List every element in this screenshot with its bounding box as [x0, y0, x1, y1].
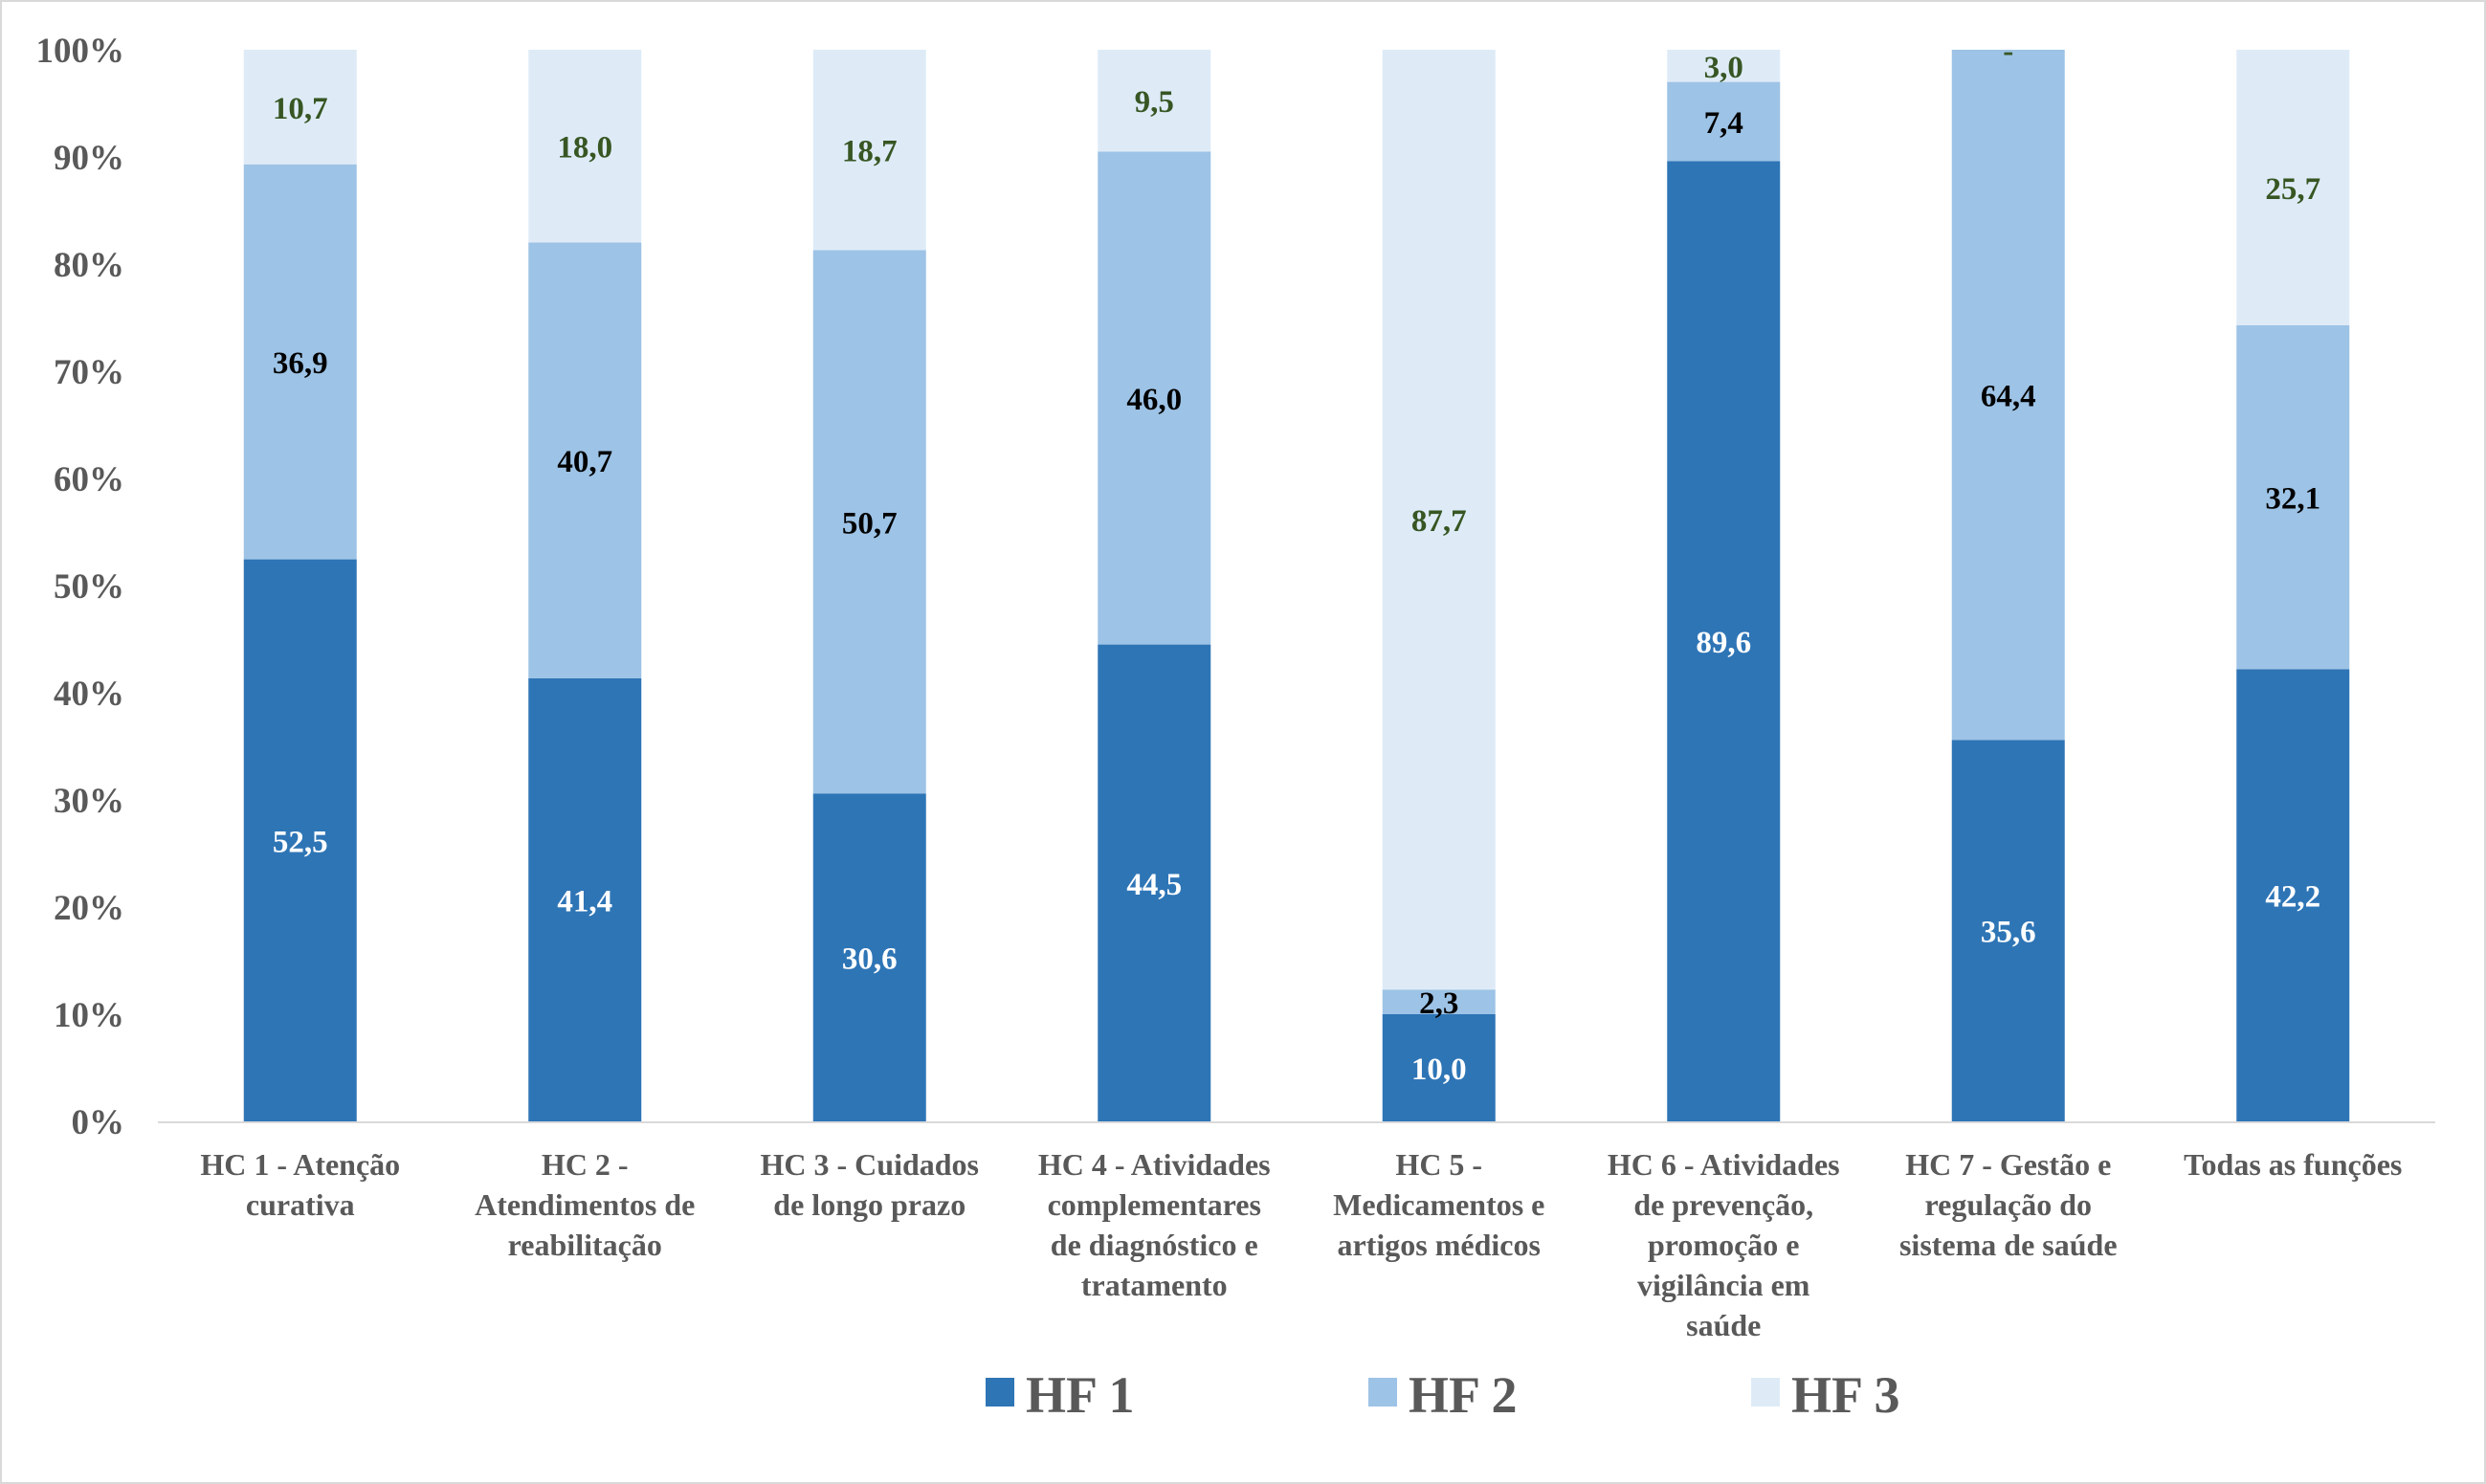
- x-category-label: HC 1 - Atenção curativa: [200, 1147, 400, 1222]
- data-label: 10,0: [1411, 1052, 1467, 1087]
- legend-label: HF 2: [1409, 1366, 1517, 1424]
- bar-segment-hf-1: [1098, 644, 1211, 1121]
- y-tick-label: 20%: [54, 889, 124, 928]
- x-axis-labels: HC 1 - Atenção curativa HC 2 -Atendimentos…: [200, 1147, 2402, 1342]
- data-label: 30,6: [842, 942, 898, 977]
- data-label: -: [2003, 34, 2013, 69]
- bar-segment-hf-3: [2236, 50, 2350, 325]
- bar-segment-hf-2: [243, 164, 357, 560]
- bar-segment-hf-3: [243, 50, 357, 165]
- y-tick-label: 0%: [72, 1103, 125, 1142]
- x-category-label: HC 4 - Atividades complementares de diagnó…: [1038, 1147, 1271, 1302]
- data-label: 40,7: [557, 445, 612, 479]
- data-label: 25,7: [2265, 172, 2320, 207]
- legend-swatch: [1368, 1378, 1397, 1406]
- data-label: 3,0: [1704, 51, 1743, 85]
- y-tick-label: 60%: [54, 460, 124, 499]
- legend-label: HF 3: [1791, 1366, 1899, 1424]
- y-tick-label: 100%: [36, 32, 125, 71]
- y-tick-label: 40%: [54, 675, 124, 714]
- y-tick-label: 30%: [54, 782, 124, 821]
- bars: 52,5 36,9 10,7 41,4 40,7 18,0 30,6 50,7 18,7 44,5…: [158, 34, 2435, 1123]
- data-label: 35,6: [1981, 916, 2036, 950]
- data-label: 52,5: [273, 825, 328, 859]
- data-label: 64,4: [1981, 380, 2036, 414]
- data-label: 42,2: [2265, 880, 2320, 915]
- bar-segment-hf-1: [1667, 161, 1781, 1122]
- bar-segment-hf-2: [1951, 50, 2065, 741]
- legend: HF 1 HF 2 HF 3: [986, 1366, 1899, 1424]
- data-label: 46,0: [1126, 383, 1182, 417]
- bar-segment-hf-2: [812, 250, 926, 794]
- data-label: 41,4: [557, 884, 612, 919]
- bar-segment-hf-1: [528, 677, 642, 1121]
- bar-segment-hf-1: [2236, 669, 2350, 1121]
- data-label: 44,5: [1126, 868, 1182, 902]
- data-label: 18,7: [842, 135, 898, 169]
- data-label: 10,7: [273, 92, 328, 126]
- legend-label: HF 1: [1026, 1366, 1134, 1424]
- y-tick-label: 50%: [54, 567, 124, 607]
- x-category-label: HC 7 - Gestão e regulação do sistema de sa…: [1899, 1147, 2118, 1262]
- bar-segment-hf-1: [1382, 1014, 1496, 1121]
- y-axis: 0% 10% 20% 30% 40% 50% 60% 70% 80% 90% 100%: [36, 32, 125, 1142]
- bar-segment-hf-3: [812, 50, 926, 251]
- bar-segment-hf-2: [528, 242, 642, 678]
- x-category-label: HC 6 - Atividades de prevenção, promoção e…: [1608, 1147, 1840, 1342]
- legend-swatch: [1751, 1378, 1780, 1406]
- bar-segment-hf-1: [243, 559, 357, 1121]
- y-tick-label: 80%: [54, 246, 124, 285]
- x-category-label: HC 3 - Cuidados de longo prazo: [761, 1147, 980, 1222]
- data-label: 18,0: [557, 131, 612, 166]
- data-label: 32,1: [2265, 482, 2320, 517]
- data-label: 36,9: [273, 346, 328, 381]
- bar-segment-hf-1: [1951, 740, 2065, 1121]
- bar-segment-hf-1: [812, 793, 926, 1121]
- bar-segment-hf-2: [1667, 81, 1781, 162]
- bar-segment-hf-3: [1382, 50, 1496, 990]
- x-category-label: HC 5 -Medicamentos e artigos médicos: [1333, 1147, 1544, 1262]
- data-label: 50,7: [842, 506, 898, 541]
- y-tick-label: 90%: [54, 139, 124, 178]
- bar-segment-hf-2: [2236, 324, 2350, 670]
- y-tick-label: 10%: [54, 996, 124, 1035]
- bar-segment-hf-3: [528, 50, 642, 243]
- data-label: 87,7: [1411, 504, 1467, 539]
- x-category-label: Todas as funções: [2184, 1147, 2402, 1182]
- bar-segment-hf-2: [1098, 151, 1211, 645]
- data-label: 89,6: [1696, 626, 1751, 660]
- data-label: 2,3: [1419, 986, 1458, 1021]
- data-label: 9,5: [1135, 85, 1174, 120]
- bar-segment-hf-3: [1098, 50, 1211, 152]
- legend-swatch: [986, 1378, 1014, 1406]
- bar-segment-hf-2: [1382, 989, 1496, 1014]
- data-label: 7,4: [1704, 106, 1743, 141]
- bar-segment-hf-3: [1667, 50, 1781, 82]
- x-category-label: HC 2 -Atendimentos de reabilitação: [475, 1147, 695, 1262]
- y-tick-label: 70%: [54, 353, 124, 392]
